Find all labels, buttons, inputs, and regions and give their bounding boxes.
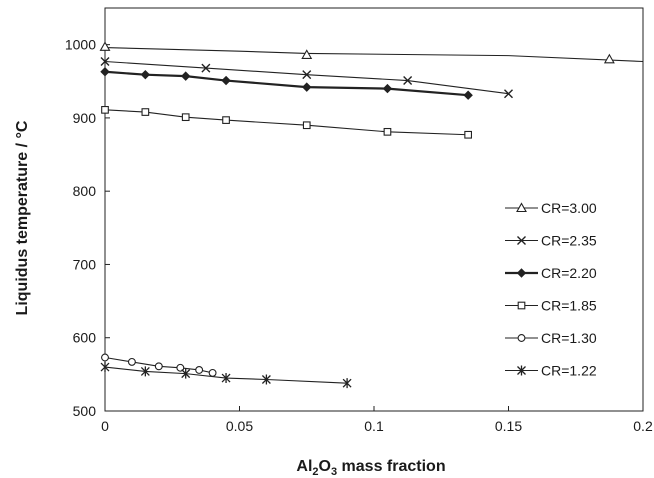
data-point: [222, 116, 230, 124]
data-point: [464, 130, 473, 139]
series-5: [100, 362, 352, 389]
data-point: [504, 89, 513, 99]
data-point: [261, 374, 271, 385]
series-layer: [99, 41, 644, 389]
legend-label: CR=1.22: [541, 363, 597, 379]
data-point: [180, 71, 191, 81]
x-tick-label: 0: [101, 418, 109, 434]
data-point: [603, 53, 615, 64]
legend-marker: [516, 202, 527, 213]
series-2: [100, 67, 473, 100]
legend: CR=3.00 CR=2.35 CR=2.20 CR=1.85 CR=1.30 CR=1.…: [505, 200, 597, 379]
y-tick-label: 500: [73, 403, 97, 419]
data-point: [127, 357, 136, 366]
data-point: [141, 108, 150, 116]
x-tick-label: 0.05: [226, 418, 253, 434]
series-line: [104, 366, 348, 384]
series-0: [99, 41, 644, 64]
x-tick-label: 0.15: [495, 418, 522, 434]
data-point: [463, 90, 473, 100]
series-3: [101, 105, 473, 139]
series-1: [100, 56, 513, 99]
data-point: [101, 105, 109, 114]
x-axis-label-mid: O: [319, 458, 331, 475]
x-tick-label: 0.2: [633, 418, 653, 434]
data-point: [100, 67, 110, 77]
data-point: [301, 49, 313, 59]
legend-label: CR=1.85: [541, 298, 597, 314]
legend-marker: [517, 334, 526, 342]
x-axis-label-pre: Al: [296, 458, 312, 475]
series-line: [104, 47, 644, 63]
data-point: [221, 75, 231, 86]
data-point: [208, 368, 217, 377]
legend-item: CR=3.00: [505, 200, 597, 216]
x-axis-label: Al2O3 mass fraction: [296, 458, 445, 478]
x-axis-label-sub1: 2: [312, 466, 318, 478]
legend-marker: [517, 236, 526, 245]
series-line: [104, 109, 469, 136]
y-tick-label: 700: [73, 256, 97, 272]
y-axis-label: Liquidus temperature / °C: [14, 120, 31, 315]
data-point: [100, 56, 110, 66]
x-axis-label-sub2: 3: [331, 466, 337, 478]
data-point: [342, 378, 352, 389]
data-point: [302, 70, 312, 80]
data-point: [201, 63, 211, 73]
legend-label: CR=2.20: [541, 265, 597, 281]
y-tick-label: 600: [73, 330, 97, 346]
legend-item: CR=1.22: [505, 363, 597, 379]
legend-item: CR=1.30: [505, 330, 597, 346]
legend-marker: [516, 268, 527, 278]
data-point: [140, 69, 151, 80]
data-point: [181, 113, 190, 122]
y-tick-label: 1000: [65, 37, 96, 53]
legend-item: CR=1.85: [505, 298, 597, 314]
data-point: [221, 373, 231, 384]
series-line: [104, 70, 469, 97]
legend-marker: [517, 301, 526, 310]
y-tick-label: 900: [73, 110, 97, 126]
data-point: [181, 368, 191, 379]
y-tick-label: 800: [73, 183, 97, 199]
data-point: [100, 362, 110, 373]
legend-item: CR=2.35: [505, 233, 597, 249]
x-axis-label-post: mass fraction: [337, 458, 445, 475]
data-point: [101, 353, 109, 362]
legend-label: CR=2.35: [541, 233, 597, 249]
data-point: [195, 366, 204, 374]
data-point: [382, 83, 393, 94]
data-point: [140, 366, 150, 377]
plot-area: 500 600 700 800 900 1000 0 0.05 0.1 0.15 0.2: [65, 7, 653, 434]
legend-label: CR=1.30: [541, 330, 597, 346]
series-4: [101, 353, 217, 377]
legend-marker: [517, 365, 526, 376]
data-point: [383, 127, 392, 136]
legend-item: CR=2.20: [505, 265, 597, 281]
x-tick-label: 0.1: [364, 418, 384, 434]
data-point: [302, 121, 311, 130]
data-point: [403, 76, 413, 86]
data-point: [302, 82, 312, 92]
legend-label: CR=3.00: [541, 200, 597, 216]
data-point: [99, 41, 111, 51]
data-point: [154, 362, 163, 371]
